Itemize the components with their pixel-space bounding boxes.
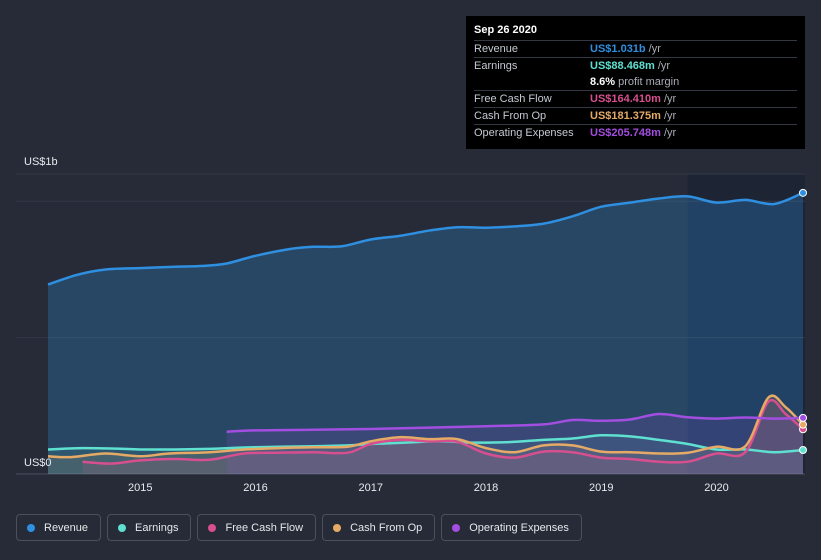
x-tick-label: 2020 xyxy=(704,482,728,494)
tooltip-label xyxy=(474,74,590,90)
y-axis-label-top: US$1b xyxy=(24,156,58,168)
chart-legend: Revenue Earnings Free Cash Flow Cash Fro… xyxy=(16,514,582,541)
tooltip-value: US$205.748m xyxy=(590,127,661,139)
x-tick-label: 2019 xyxy=(589,482,613,494)
legend-dot-icon xyxy=(27,523,35,532)
highlight-region xyxy=(687,174,805,474)
legend-item-operating-expenses[interactable]: Operating Expenses xyxy=(441,514,582,541)
tooltip-unit: /yr xyxy=(648,43,661,55)
legend-dot-icon xyxy=(118,523,127,532)
earnings-area xyxy=(48,435,803,474)
tooltip-value: US$1.031b xyxy=(590,43,646,55)
data-tooltip: Sep 26 2020 Revenue US$1.031b /yr Earnin… xyxy=(466,16,805,149)
revenue-end-marker xyxy=(799,188,807,197)
y-axis-label-bottom: US$0 xyxy=(24,457,52,469)
operating-expenses-end-marker xyxy=(799,413,807,422)
legend-item-revenue[interactable]: Revenue xyxy=(16,514,102,541)
tooltip-unit: profit margin xyxy=(618,76,680,88)
tooltip-row-operating-expenses: Operating Expenses US$205.748m /yr xyxy=(474,124,797,141)
tooltip-label: Cash From Op xyxy=(474,110,547,122)
x-tick-label: 2016 xyxy=(243,482,267,494)
tooltip-row-free-cash-flow: Free Cash Flow US$164.410m /yr xyxy=(474,90,797,107)
x-tick-label: 2015 xyxy=(128,482,152,494)
tooltip-value: US$181.375m xyxy=(590,110,661,122)
tooltip-row-revenue: Revenue US$1.031b /yr xyxy=(474,40,797,57)
legend-label: Revenue xyxy=(44,521,89,534)
earnings-end-marker xyxy=(799,446,807,454)
tooltip-unit: /yr xyxy=(657,60,671,72)
revenue-area xyxy=(48,192,803,475)
tooltip-label: Earnings xyxy=(474,60,518,72)
legend-dot-icon xyxy=(333,523,342,532)
tooltip-label: Revenue xyxy=(474,43,519,55)
tooltip-value: US$164.410m xyxy=(590,93,661,105)
legend-item-free-cash-flow[interactable]: Free Cash Flow xyxy=(197,514,317,541)
x-tick-label: 2018 xyxy=(474,482,498,494)
operating-expenses-line xyxy=(226,412,804,433)
legend-dot-icon xyxy=(452,523,461,532)
tooltip-unit: /yr xyxy=(663,110,677,122)
free-cash-flow-line xyxy=(82,398,804,465)
tooltip-value: 8.6% xyxy=(590,76,616,88)
tooltip-unit: /yr xyxy=(663,127,677,139)
tooltip-value: US$88.468m xyxy=(590,60,655,72)
tooltip-label: Free Cash Flow xyxy=(474,93,552,105)
plot-background xyxy=(16,174,805,474)
legend-item-earnings[interactable]: Earnings xyxy=(107,514,192,541)
legend-dot-icon xyxy=(208,523,217,532)
revenue-line xyxy=(47,191,804,286)
tooltip-row-cash-from-op: Cash From Op US$181.375m /yr xyxy=(474,107,797,124)
tooltip-row-profit-margin: 8.6% profit margin xyxy=(474,74,797,90)
legend-label: Cash From Op xyxy=(350,521,423,534)
legend-label: Free Cash Flow xyxy=(225,521,304,534)
cash-from-op-line xyxy=(47,394,804,459)
cash-from-op-end-marker xyxy=(799,420,807,429)
legend-label: Earnings xyxy=(135,521,179,534)
legend-item-cash-from-op[interactable]: Cash From Op xyxy=(322,514,436,541)
tooltip-date: Sep 26 2020 xyxy=(474,24,537,36)
tooltip-unit: /yr xyxy=(663,93,677,105)
legend-label: Operating Expenses xyxy=(469,521,569,534)
tooltip-row-earnings: Earnings US$88.468m /yr xyxy=(474,57,797,74)
free-cash-flow-area xyxy=(82,400,804,474)
operating-expenses-area xyxy=(226,413,803,474)
tooltip-label: Operating Expenses xyxy=(474,127,574,139)
x-tick-label: 2017 xyxy=(359,482,383,494)
